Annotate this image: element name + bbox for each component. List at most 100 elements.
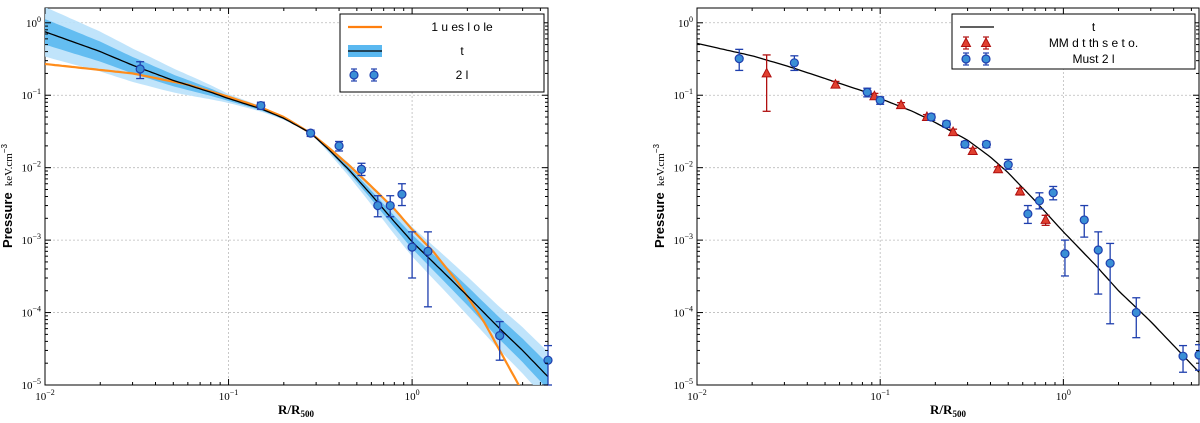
- y-tick-label: 10−2: [21, 160, 41, 175]
- data-points: [135, 61, 553, 386]
- plot-frame: [696, 7, 1200, 386]
- legend-label: t: [460, 44, 464, 58]
- legend-box: [951, 13, 1196, 70]
- data-point-circle: [1060, 249, 1070, 259]
- y-tick-label: 10−4: [673, 305, 693, 320]
- data-point-circle: [926, 112, 936, 122]
- tick-base: 10: [21, 235, 33, 247]
- y-tick-label: 10−5: [673, 377, 693, 392]
- model-curves: [697, 42, 1199, 373]
- tick-base: 10: [26, 18, 38, 30]
- tick-exp: −5: [32, 377, 41, 386]
- data-point-circle: [256, 100, 266, 111]
- data-point-circle: [397, 189, 407, 199]
- data-point-circle: [1003, 160, 1013, 170]
- data-points: [734, 48, 1200, 373]
- legend: t MM d t th s e t o. Must 2 l: [951, 13, 1196, 70]
- data-point-circle: [1048, 188, 1058, 198]
- tick-base: 10: [21, 380, 33, 392]
- data-point-circle: [941, 119, 952, 129]
- y-axis-label: PressurekeV.cm−3: [652, 144, 667, 248]
- grid: [697, 8, 1199, 385]
- data-point-circle: [1034, 196, 1045, 206]
- data-point-circle: [1178, 351, 1188, 361]
- tick-base: 10: [678, 18, 690, 30]
- legend-marker-triangle: [980, 36, 992, 47]
- tick-exp: −2: [684, 160, 693, 169]
- data-point-circle: [407, 242, 417, 252]
- legend-marker-circle: [961, 54, 971, 64]
- tick-base: 10: [35, 391, 47, 403]
- x-tick-label: 10−1: [870, 388, 890, 403]
- data-point-circle: [495, 331, 505, 341]
- data-point-circle: [789, 58, 799, 68]
- data-point-circle: [373, 200, 383, 211]
- data-point-circle: [1023, 209, 1033, 219]
- data-point-triangle: [1014, 185, 1026, 196]
- tick-exp: 0: [416, 388, 420, 397]
- tick-base: 10: [673, 163, 685, 175]
- legend-label: t: [1092, 20, 1096, 34]
- tick-base: 10: [673, 380, 685, 392]
- tick-base: 10: [1056, 391, 1068, 403]
- tick-base: 10: [870, 391, 882, 403]
- data-point-circle: [960, 139, 970, 149]
- tick-base: 10: [219, 391, 231, 403]
- y-tick-label: 10−1: [673, 87, 693, 102]
- tick-exp: −3: [32, 232, 41, 241]
- data-point-circle: [1093, 245, 1103, 255]
- model-curves: [45, 31, 548, 385]
- data-point-triangle: [830, 78, 841, 89]
- data-point-circle: [875, 95, 885, 105]
- y-tick-label: 10−4: [21, 305, 41, 320]
- data-point-triangle: [895, 99, 907, 110]
- tick-exp: −1: [684, 87, 693, 96]
- y-tick-label: 10−3: [21, 232, 41, 247]
- legend-label: 2 l: [456, 68, 469, 82]
- tick-exp: −4: [32, 305, 41, 314]
- data-point-triangle: [761, 67, 772, 78]
- data-point-circle: [356, 164, 367, 174]
- tick-base: 10: [21, 163, 33, 175]
- data-point-triangle: [1040, 213, 1051, 224]
- x-axis-label: R/R500: [930, 402, 966, 419]
- data-point-circle: [734, 54, 744, 64]
- tick-exp: −3: [684, 232, 693, 241]
- tick-base: 10: [21, 90, 33, 102]
- data-point-circle: [135, 64, 145, 74]
- tick-exp: −1: [230, 388, 239, 397]
- tick-exp: −1: [881, 388, 890, 397]
- x-axis-label: R/R500: [278, 402, 314, 419]
- tick-exp: 0: [689, 15, 693, 24]
- legend-marker-circle: [349, 70, 359, 80]
- data-point-circle: [1194, 350, 1200, 360]
- data-point-circle: [385, 200, 395, 211]
- tick-exp: 0: [37, 15, 41, 24]
- tick-exp: −4: [684, 305, 693, 314]
- y-tick-label: 100: [678, 15, 693, 30]
- x-tick-label: 10−2: [687, 388, 707, 403]
- y-tick-label: 10−2: [673, 160, 693, 175]
- data-point-circle: [1131, 307, 1141, 318]
- legend-marker-triangle: [960, 36, 972, 47]
- tick-base: 10: [673, 90, 685, 102]
- tick-base: 10: [687, 391, 699, 403]
- data-point-circle: [1105, 258, 1115, 268]
- tick-base: 10: [21, 308, 33, 320]
- legend-label: MM d t th s e t o.: [1049, 36, 1138, 50]
- legend-marker-circle: [981, 54, 991, 64]
- tick-exp: −5: [684, 377, 693, 386]
- tick-exp: −2: [698, 388, 707, 397]
- data-point-circle: [981, 139, 991, 149]
- data-point-circle: [862, 87, 872, 97]
- tick-exp: 0: [1067, 388, 1071, 397]
- x-tick-label: 100: [1056, 388, 1071, 403]
- data-point-circle: [423, 246, 433, 256]
- y-axis-label: PressurekeV.cm−3: [0, 144, 15, 248]
- tick-exp: −2: [46, 388, 55, 397]
- tick-base: 10: [405, 391, 417, 403]
- data-point-circle: [334, 141, 344, 151]
